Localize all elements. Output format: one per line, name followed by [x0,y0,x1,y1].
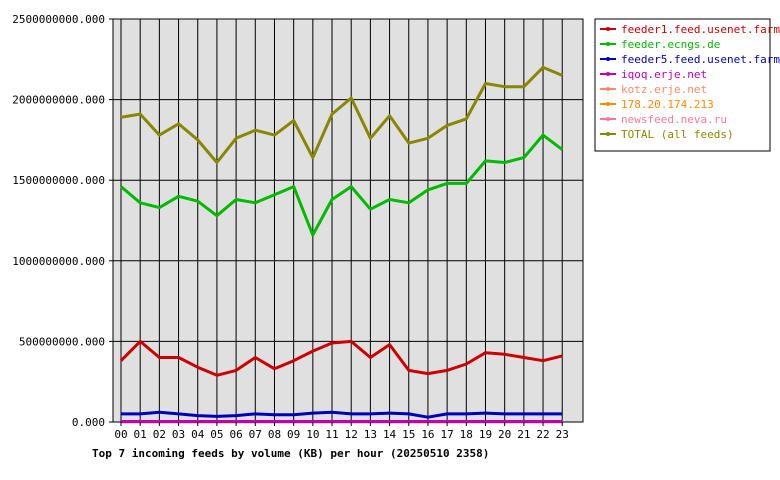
x-tick-label: 03 [172,428,185,441]
series-lines [119,65,564,424]
x-tick-label: 15 [402,428,415,441]
chart-caption: Top 7 incoming feeds by volume (KB) per … [92,447,489,460]
x-tick-label: 00 [114,428,127,441]
x-tick-label: 01 [134,428,147,441]
axis-labels: 0.000 500000000.000 1000000000.000 15000000… [12,13,569,441]
x-tick-label: 19 [479,428,492,441]
y-tick-label: 1000000000.000 [12,255,105,268]
legend-label: feeder5.feed.usenet.farm [621,53,780,66]
x-tick-label: 20 [498,428,511,441]
x-tick-label: 06 [229,428,242,441]
x-tick-label: 05 [210,428,223,441]
x-tick-label: 12 [345,428,358,441]
x-tick-label: 22 [536,428,549,441]
y-tick-label: 2500000000.000 [12,13,105,26]
x-tick-label: 09 [287,428,300,441]
legend-box [594,18,771,152]
legend-label: iqoq.erje.net [621,68,707,81]
x-tick-label: 08 [268,428,281,441]
x-tick-label: 16 [421,428,434,441]
y-tick-label: 1500000000.000 [12,174,105,187]
series-line-feeder-ecngs-de [120,133,564,237]
y-tick-label: 500000000.000 [19,335,105,348]
x-tick-label: 17 [440,428,453,441]
legend-marker [606,102,610,106]
x-tick-label: 18 [460,428,473,441]
legend-marker [606,132,610,136]
legend: feeder1.feed.usenet.farm feeder.ecngs.de f… [594,18,780,152]
legend-label: kotz.erje.net [621,83,707,96]
x-tick-label: 13 [364,428,377,441]
legend-marker [606,42,610,46]
x-tick-label: 14 [383,428,397,441]
x-tick-label: 02 [153,428,166,441]
legend-label: newsfeed.neva.ru [621,113,727,126]
series-line-total-all-feeds- [120,65,563,164]
series-line-feeder1-feed-usenet-farm [119,339,563,377]
x-tick-label: 07 [249,428,262,441]
series-line-feeder5-feed-usenet-farm [121,410,563,419]
legend-marker [606,117,610,121]
legend-marker [606,57,610,61]
x-tick-label: 10 [306,428,319,441]
x-tick-label: 23 [556,428,569,441]
legend-label: TOTAL (all feeds) [621,128,734,141]
legend-marker [606,27,610,31]
y-tick-label: 2000000000.000 [12,94,105,107]
legend-label: feeder1.feed.usenet.farm [621,23,780,36]
legend-marker [606,72,610,76]
x-tick-label: 04 [191,428,205,441]
x-tick-label: 21 [517,428,530,441]
legend-marker [606,87,610,91]
legend-label: feeder.ecngs.de [621,38,720,51]
y-tick-label: 0.000 [72,416,105,429]
x-tick-label: 11 [325,428,338,441]
legend-label: 178.20.174.213 [621,98,714,111]
